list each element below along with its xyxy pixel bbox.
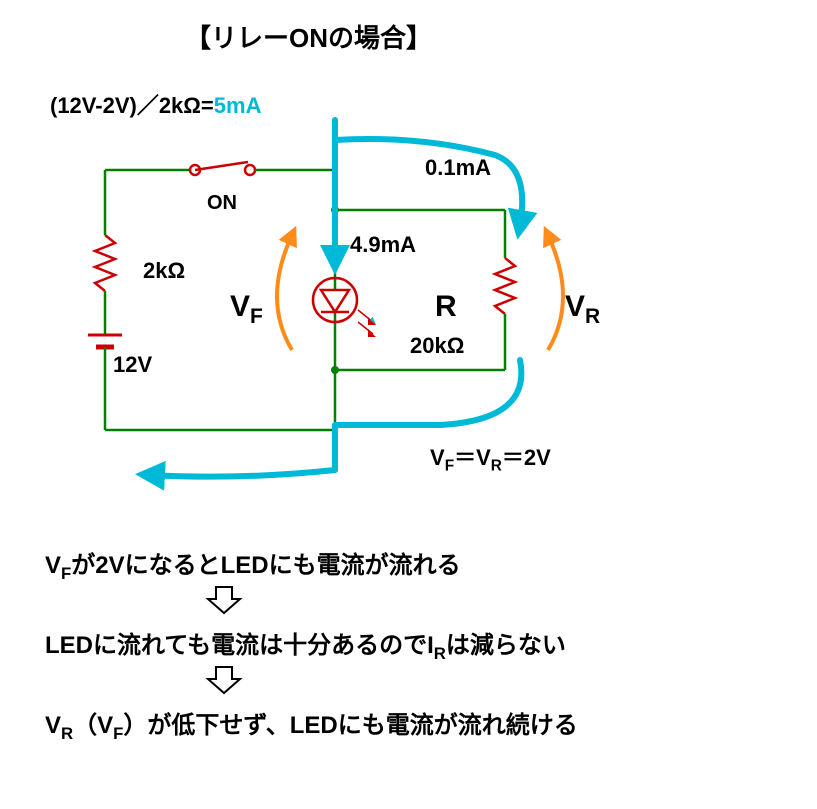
wire-right-loop bbox=[335, 210, 515, 370]
circuit-svg bbox=[0, 0, 817, 520]
vf-arrow bbox=[277, 235, 292, 350]
vr-arrow bbox=[548, 235, 563, 350]
note-line-1: VFが2VになるとLEDにも電流が流れる bbox=[45, 545, 461, 584]
wire-left-loop bbox=[88, 162, 335, 430]
down-arrow-1 bbox=[204, 585, 244, 620]
note-line-3: VR（VF）が低下せず、LEDにも電流が流れ続ける bbox=[45, 705, 578, 744]
led-symbol bbox=[313, 278, 376, 337]
down-arrow-2 bbox=[204, 665, 244, 700]
note-line-2: LEDに流れても電流は十分あるのでIRは減らない bbox=[45, 625, 566, 664]
